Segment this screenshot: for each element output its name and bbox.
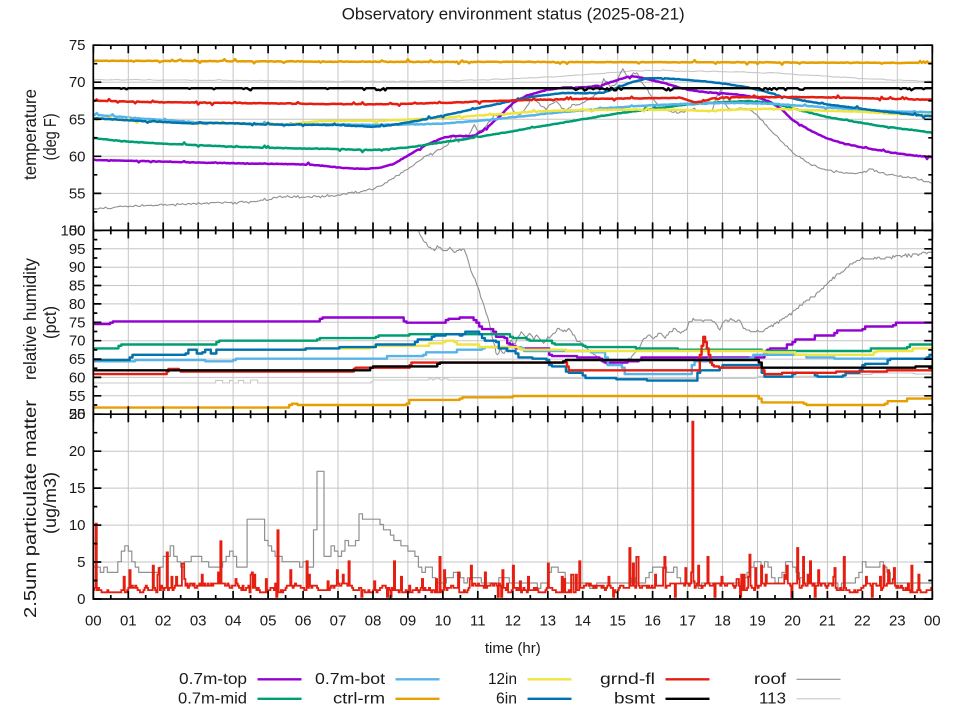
svg-text:55: 55 [69, 388, 86, 405]
svg-text:60: 60 [69, 148, 86, 165]
svg-text:14: 14 [574, 613, 591, 630]
svg-text:04: 04 [225, 613, 242, 630]
svg-text:0.7m-mid: 0.7m-mid [178, 691, 247, 708]
svg-text:70: 70 [69, 333, 86, 350]
svg-text:16: 16 [644, 613, 661, 630]
svg-text:0.7m-top: 0.7m-top [179, 671, 247, 688]
svg-text:Observatory environment status: Observatory environment status (2025-08-… [342, 5, 685, 24]
svg-text:(ug/m3): (ug/m3) [40, 472, 60, 534]
svg-text:time (hr): time (hr) [485, 640, 541, 657]
svg-text:07: 07 [330, 613, 347, 630]
svg-text:50: 50 [69, 222, 86, 239]
svg-text:00: 00 [924, 613, 941, 630]
svg-text:03: 03 [190, 613, 207, 630]
svg-text:02: 02 [155, 613, 172, 630]
svg-text:95: 95 [69, 241, 86, 258]
svg-text:50: 50 [69, 406, 86, 423]
svg-text:113: 113 [759, 691, 786, 708]
svg-text:0: 0 [77, 591, 85, 608]
svg-text:21: 21 [819, 613, 836, 630]
svg-text:70: 70 [69, 74, 86, 91]
svg-text:09: 09 [400, 613, 417, 630]
svg-text:23: 23 [889, 613, 906, 630]
svg-text:(deg F): (deg F) [40, 113, 60, 160]
svg-text:temperature: temperature [20, 89, 40, 180]
svg-text:15: 15 [609, 613, 626, 630]
svg-text:5: 5 [77, 554, 85, 571]
svg-text:grnd-fl: grnd-fl [600, 671, 655, 688]
svg-text:12in: 12in [488, 671, 517, 688]
svg-text:01: 01 [120, 613, 137, 630]
svg-text:ctrl-rm: ctrl-rm [333, 691, 385, 708]
svg-text:06: 06 [295, 613, 312, 630]
svg-text:19: 19 [749, 613, 766, 630]
svg-text:roof: roof [754, 671, 787, 688]
svg-text:12: 12 [504, 613, 521, 630]
svg-text:08: 08 [365, 613, 382, 630]
svg-text:13: 13 [539, 613, 556, 630]
svg-text:25: 25 [69, 406, 86, 423]
svg-text:11: 11 [470, 613, 486, 630]
svg-text:10: 10 [69, 517, 86, 534]
svg-text:bsmt: bsmt [614, 691, 656, 708]
svg-text:15: 15 [69, 480, 86, 497]
svg-text:relative humidity: relative humidity [20, 258, 40, 380]
svg-text:55: 55 [69, 185, 86, 202]
svg-text:10: 10 [435, 613, 452, 630]
svg-text:65: 65 [69, 351, 86, 368]
svg-text:00: 00 [85, 613, 102, 630]
svg-text:100: 100 [60, 222, 85, 239]
svg-text:80: 80 [69, 296, 86, 313]
svg-text:90: 90 [69, 259, 86, 276]
svg-text:6in: 6in [496, 691, 517, 708]
svg-text:65: 65 [69, 111, 86, 128]
svg-text:(pct): (pct) [40, 306, 60, 339]
svg-text:17: 17 [679, 613, 696, 630]
svg-text:18: 18 [714, 613, 731, 630]
svg-text:22: 22 [854, 613, 871, 630]
svg-text:20: 20 [784, 613, 801, 630]
svg-text:75: 75 [69, 314, 86, 331]
svg-text:05: 05 [260, 613, 277, 630]
svg-text:60: 60 [69, 369, 86, 386]
svg-text:0.7m-bot: 0.7m-bot [315, 671, 386, 688]
svg-text:20: 20 [69, 443, 86, 460]
svg-text:2.5um particulate matter: 2.5um particulate matter [20, 400, 40, 618]
svg-text:75: 75 [69, 37, 86, 54]
svg-text:85: 85 [69, 278, 86, 295]
